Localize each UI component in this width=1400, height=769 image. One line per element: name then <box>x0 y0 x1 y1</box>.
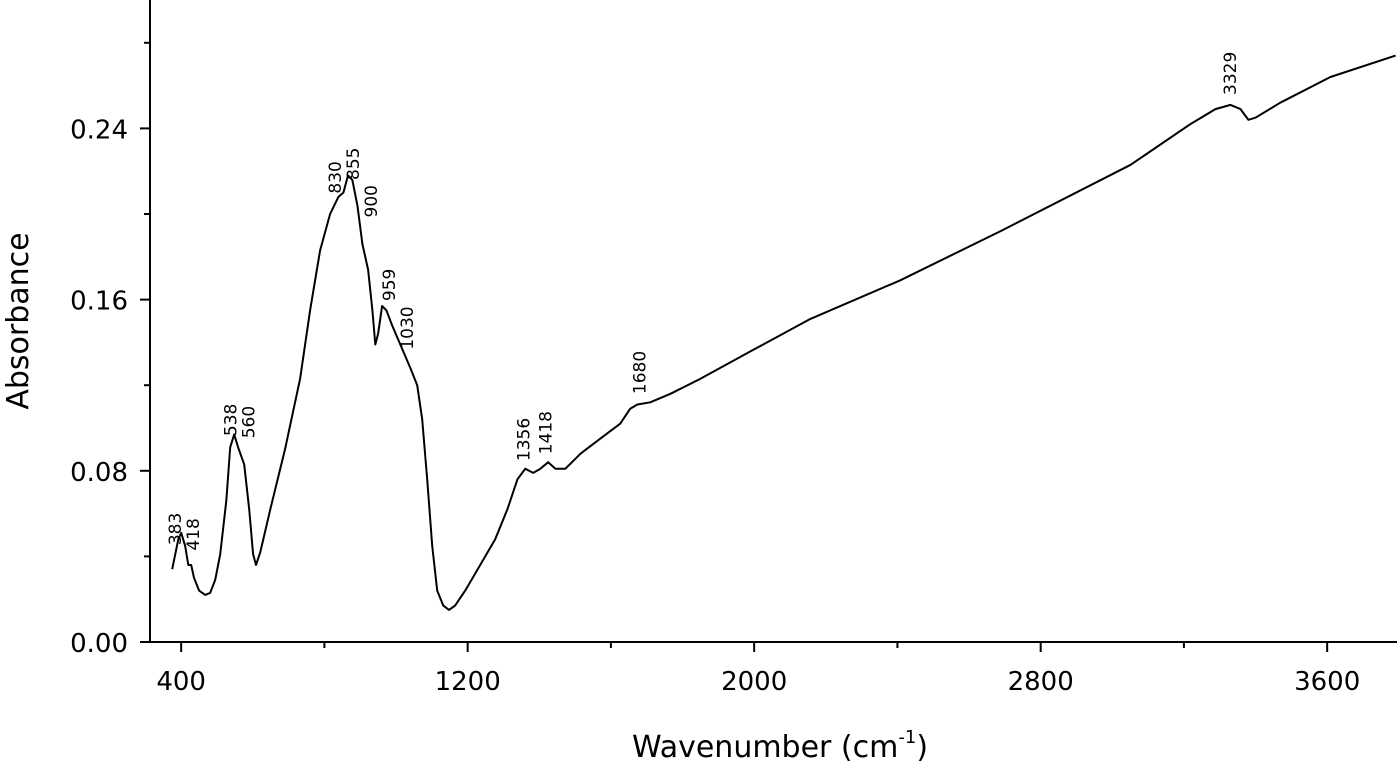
y-tick-label: 0.00 <box>70 629 128 659</box>
x-tick-label: 1200 <box>435 667 501 697</box>
peak-label: 1418 <box>537 411 557 454</box>
y-tick-label: 0.08 <box>70 458 128 488</box>
spectrum-line <box>171 54 1396 611</box>
x-axis-title-end: ) <box>916 730 928 765</box>
x-axis-title: Wavenumber (cm-1) <box>632 727 928 765</box>
peak-label: 3329 <box>1221 52 1241 95</box>
peak-label: 1030 <box>398 306 418 349</box>
peak-label: 830 <box>326 161 346 193</box>
peak-label: 855 <box>344 148 364 180</box>
peak-label: 538 <box>222 404 242 436</box>
peak-label: 383 <box>166 513 186 545</box>
peak-label: 959 <box>380 269 400 301</box>
peak-label: 1680 <box>631 351 651 394</box>
x-tick-label: 2800 <box>1008 667 1074 697</box>
y-tick-label: 0.24 <box>70 115 128 145</box>
x-tick-label: 400 <box>156 667 206 697</box>
x-axis-title-sup: -1 <box>898 727 916 748</box>
x-axis-title-text: Wavenumber (cm <box>632 730 898 765</box>
x-tick-label: 3600 <box>1294 667 1360 697</box>
peak-label: 418 <box>184 518 204 550</box>
peak-label: 1356 <box>515 418 535 461</box>
y-axis-title: Absorbance <box>1 232 36 409</box>
peak-label: 900 <box>362 185 382 217</box>
peak-label: 560 <box>240 406 260 438</box>
y-tick-label: 0.16 <box>70 287 128 317</box>
x-tick-label: 2000 <box>721 667 787 697</box>
